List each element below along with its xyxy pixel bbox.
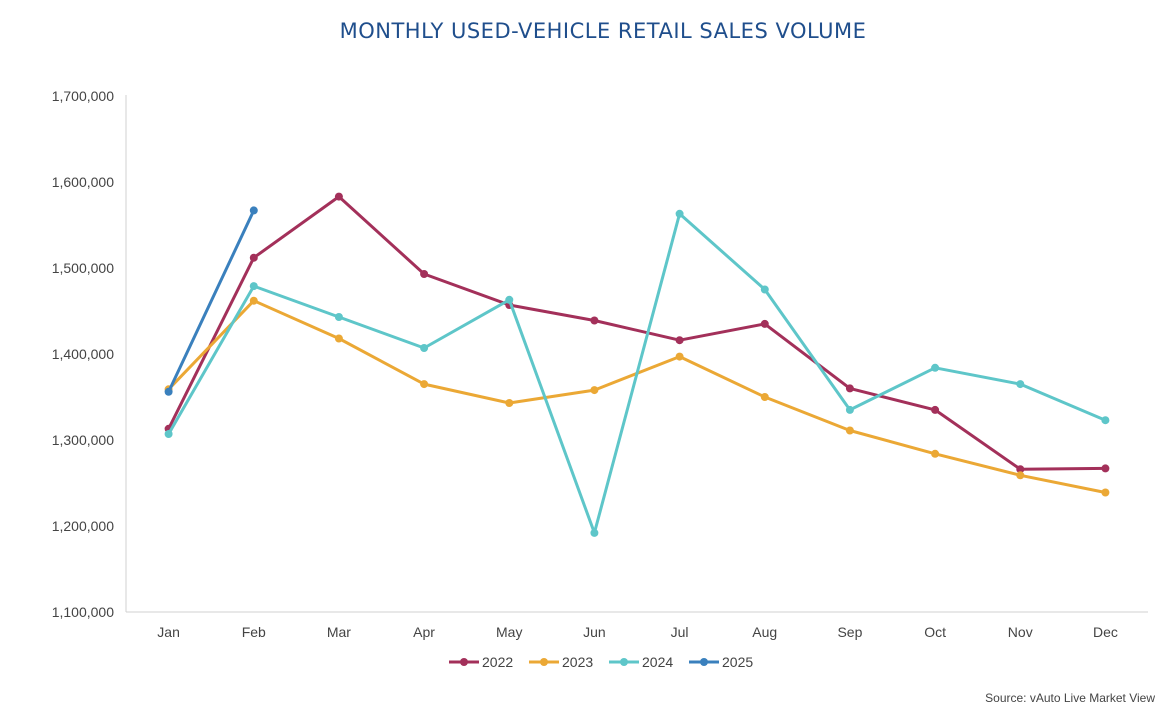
data-point-2024-nov	[1016, 380, 1025, 389]
legend-label-2025: 2025	[722, 654, 753, 670]
y-tick-label: 1,400,000	[52, 346, 114, 362]
y-tick-label: 1,500,000	[52, 260, 114, 276]
data-point-2024-feb	[249, 282, 258, 291]
data-point-2022-feb	[249, 253, 258, 262]
y-tick-label: 1,600,000	[52, 174, 114, 190]
data-point-2025-jan	[164, 387, 173, 396]
legend-marker-2023	[540, 658, 548, 666]
x-tick-label: Nov	[1008, 624, 1033, 640]
x-axis-tick-labels: Jan Feb Mar Apr May Jun Jul Aug Sep Oct Nov Dec	[157, 624, 1118, 640]
legend: 2022 2023 2024 2025	[449, 654, 753, 670]
data-point-2024-mar	[334, 313, 343, 321]
legend-item-2024: 2024	[609, 654, 673, 670]
data-point-2024-sep	[845, 405, 854, 414]
x-tick-label: Mar	[327, 624, 351, 640]
data-point-2023-mar	[334, 334, 343, 343]
x-tick-label: May	[496, 624, 522, 640]
y-tick-label: 1,700,000	[52, 88, 114, 104]
data-point-2023-dec	[1101, 488, 1110, 497]
legend-label-2023: 2023	[562, 654, 593, 670]
data-point-2022-jul	[675, 336, 684, 345]
data-point-2023-nov	[1016, 471, 1025, 480]
source-note: Source: vAuto Live Market View	[985, 691, 1155, 705]
x-tick-label: Jun	[583, 624, 606, 640]
series-2024	[164, 209, 1110, 537]
data-point-2024-jul	[675, 209, 684, 218]
x-tick-label: Feb	[242, 624, 266, 640]
data-point-2024-dec	[1101, 416, 1110, 425]
chart-title: MONTHLY USED-VEHICLE RETAIL SALES VOLUME	[340, 19, 867, 43]
data-point-2022-mar	[334, 192, 343, 201]
legend-item-2025: 2025	[689, 654, 753, 670]
legend-marker-2024	[620, 658, 628, 666]
legend-label-2024: 2024	[642, 654, 673, 670]
legend-item-2022: 2022	[449, 654, 513, 670]
data-point-2022-aug	[760, 319, 769, 328]
data-point-2024-may	[505, 295, 514, 304]
data-point-2023-jun	[590, 386, 599, 395]
x-tick-label: Dec	[1093, 624, 1118, 640]
x-tick-label: Jan	[157, 624, 180, 640]
data-point-2024-jun	[590, 528, 599, 537]
data-point-2022-jun	[590, 316, 599, 325]
data-point-2024-jan	[164, 430, 173, 438]
data-point-2022-sep	[845, 384, 854, 393]
data-point-2024-aug	[760, 285, 769, 294]
data-point-2024-oct	[931, 363, 940, 372]
data-point-2022-dec	[1101, 464, 1110, 473]
data-point-2023-oct	[931, 449, 940, 458]
x-tick-label: Jul	[671, 624, 689, 640]
series-layer	[164, 192, 1110, 537]
y-tick-label: 1,200,000	[52, 518, 114, 534]
data-point-2024-apr	[420, 344, 429, 352]
data-point-2025-feb	[249, 206, 258, 215]
series-line-2025	[167, 208, 256, 394]
data-point-2023-jul	[675, 352, 684, 361]
legend-label-2022: 2022	[482, 654, 513, 670]
x-tick-label: Apr	[413, 624, 435, 640]
series-line-2022	[167, 195, 1107, 471]
y-axis-tick-labels: 1,100,000 1,200,000 1,300,000 1,400,000 1,50…	[52, 88, 114, 620]
data-point-2022-oct	[931, 405, 940, 414]
data-point-2023-feb	[249, 296, 258, 305]
data-point-2023-sep	[845, 426, 854, 435]
y-tick-label: 1,100,000	[52, 604, 114, 620]
x-tick-label: Oct	[924, 624, 946, 640]
data-point-2023-apr	[420, 380, 429, 389]
x-tick-label: Aug	[752, 624, 777, 640]
legend-marker-2022	[460, 658, 468, 666]
series-2025	[164, 206, 258, 396]
data-point-2023-aug	[760, 393, 769, 401]
legend-marker-2025	[700, 658, 708, 666]
data-point-2023-may	[505, 399, 514, 407]
data-point-2022-apr	[420, 270, 429, 278]
series-2023	[164, 296, 1110, 497]
data-point-2022-nov	[1016, 465, 1025, 474]
x-tick-label: Sep	[837, 624, 862, 640]
y-tick-label: 1,300,000	[52, 432, 114, 448]
series-2022	[164, 192, 1110, 474]
series-line-2024	[167, 212, 1107, 535]
legend-item-2023: 2023	[529, 654, 593, 670]
